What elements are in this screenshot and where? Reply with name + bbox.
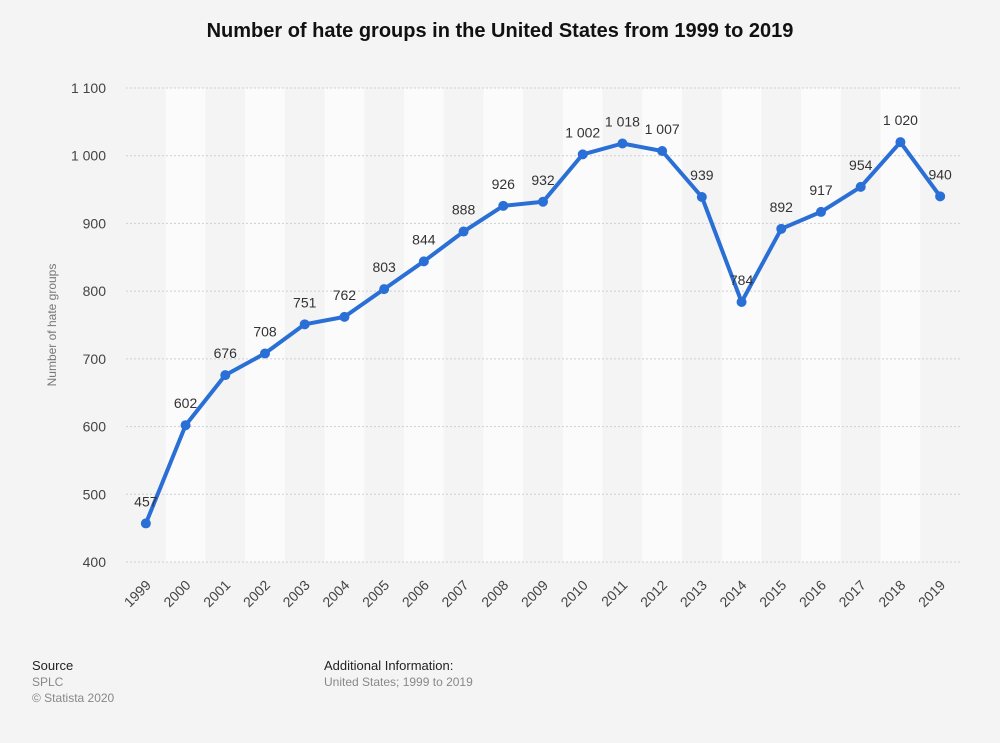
x-tick-label: 2003: [279, 577, 312, 610]
data-point-2015: [776, 223, 787, 234]
x-tick-label: 2002: [240, 577, 273, 610]
x-tick-label: 2017: [835, 577, 868, 610]
chart-title: Number of hate groups in the United Stat…: [206, 20, 794, 42]
additional-text: United States; 1999 to 2019: [324, 675, 473, 689]
band-2018: [880, 88, 921, 562]
data-point-2013: [696, 192, 707, 203]
band-2014: [721, 88, 762, 562]
band-2012: [642, 88, 682, 562]
data-point-2014: [736, 296, 747, 307]
source-name[interactable]: SPLC: [32, 675, 64, 689]
x-tick-label: 2008: [478, 577, 511, 610]
x-axis-ticks: 1999 2000 2001 2002 2003 2004 2005 2006 2007 2008…: [121, 577, 949, 610]
data-point-1999: [140, 518, 151, 529]
x-tick-label: 2015: [756, 577, 789, 610]
source-block: Source SPLC © Statista 2020: [32, 658, 114, 706]
data-point-2004: [339, 311, 350, 322]
x-tick-label: 2014: [716, 577, 749, 610]
x-tick-label: 2018: [875, 577, 908, 610]
y-axis-label: Number of hate groups: [45, 264, 59, 387]
data-point-2000: [180, 420, 191, 431]
x-tick-label: 2011: [598, 577, 631, 610]
data-label-2000: 602: [174, 395, 198, 411]
data-label-2018: 1 020: [883, 112, 918, 128]
band-2002: [245, 88, 285, 562]
x-tick-label: 1999: [121, 577, 154, 610]
data-label-2006: 844: [412, 231, 436, 247]
data-label-2019: 940: [928, 166, 952, 182]
data-label-1999: 457: [134, 493, 158, 509]
data-label-2011: 1 018: [605, 114, 640, 130]
data-label-2014: 784: [730, 272, 754, 288]
x-tick-label: 2004: [319, 577, 352, 610]
data-point-2009: [538, 196, 548, 207]
x-tick-label: 2005: [359, 577, 392, 610]
data-point-2017: [855, 181, 866, 192]
data-label-2007: 888: [452, 202, 476, 218]
data-point-2010: [577, 149, 588, 160]
gridlines: [126, 87, 960, 563]
alternating-bands: [165, 88, 921, 562]
source-heading: Source: [32, 658, 74, 673]
band-2008: [483, 88, 524, 562]
data-label-2002: 708: [253, 323, 277, 339]
data-points: [140, 137, 946, 529]
x-tick-label: 2013: [677, 577, 710, 610]
x-tick-label: 2000: [160, 577, 193, 610]
y-tick-label: 500: [83, 486, 107, 502]
y-tick-label: 800: [83, 283, 107, 299]
data-point-2018: [895, 137, 906, 148]
x-tick-label: 2019: [915, 577, 948, 610]
data-label-2017: 954: [849, 157, 873, 173]
data-point-2012: [657, 145, 668, 156]
data-point-2001: [220, 370, 231, 381]
data-label-2012: 1 007: [645, 121, 680, 137]
data-label-2013: 939: [690, 167, 714, 183]
x-tick-label: 2009: [518, 577, 551, 610]
data-point-2005: [379, 284, 390, 295]
x-tick-label: 2006: [399, 577, 432, 610]
data-labels: 457 602 676 708 751 762 803 844 888 926 932 1 002 1 …: [134, 112, 952, 509]
data-label-2008: 926: [492, 176, 516, 192]
y-axis-ticks: 400 500 600 700 800 900 1 000 1 100: [71, 80, 106, 570]
additional-heading: Additional Information:: [324, 658, 454, 673]
data-label-2001: 676: [214, 345, 238, 361]
y-tick-label: 900: [83, 215, 107, 231]
x-tick-label: 2007: [438, 577, 471, 610]
y-tick-label: 400: [83, 554, 107, 570]
x-tick-label: 2012: [637, 577, 670, 610]
y-tick-label: 1 100: [71, 80, 106, 96]
y-tick-label: 600: [83, 419, 107, 435]
x-tick-label: 2001: [200, 577, 233, 610]
data-label-2010: 1 002: [565, 124, 600, 140]
band-2000: [165, 88, 206, 562]
data-point-2002: [260, 348, 270, 359]
data-label-2004: 762: [333, 287, 357, 303]
data-point-2006: [418, 256, 429, 267]
copyright[interactable]: © Statista 2020: [32, 691, 115, 705]
data-point-2016: [816, 206, 826, 217]
x-tick-label: 2016: [796, 577, 829, 610]
data-label-2009: 932: [531, 172, 555, 188]
data-label-2016: 917: [809, 182, 833, 198]
data-point-2007: [458, 226, 469, 237]
y-tick-label: 1 000: [71, 148, 106, 164]
data-label-2015: 892: [770, 199, 794, 215]
data-point-2019: [935, 191, 946, 202]
band-2016: [801, 88, 841, 562]
y-tick-label: 700: [83, 351, 107, 367]
additional-info-block: Additional Information: United States; 1…: [324, 658, 473, 690]
band-2006: [404, 88, 444, 562]
band-2010: [562, 88, 603, 562]
data-label-2005: 803: [372, 259, 396, 275]
data-point-2008: [498, 200, 509, 211]
x-tick-label: 2010: [557, 577, 590, 610]
data-label-2003: 751: [293, 294, 317, 310]
data-point-2011: [617, 138, 628, 149]
band-2004: [324, 88, 365, 562]
data-point-2003: [299, 319, 310, 330]
